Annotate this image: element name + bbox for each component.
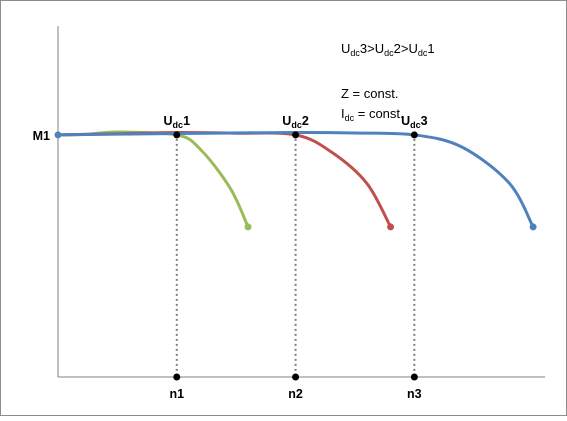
annotation-relation-part-4: 2>U	[394, 41, 418, 56]
x-tick-label-3: n3	[407, 387, 422, 401]
breakpoint-marker-2	[292, 131, 299, 138]
annotation-constant-2-part-2: = const.	[354, 106, 404, 121]
y-tick-label: M1	[33, 129, 50, 143]
axis-marker-3	[411, 374, 418, 381]
annotation-relation-part-5: dc	[418, 48, 428, 58]
annotation-constant-2-part-1: dc	[345, 113, 355, 123]
annotation-relation-part-6: 1	[427, 41, 434, 56]
breakpoint-label-2-part-0: U	[282, 114, 291, 128]
annotation-constant-1-part-0: Z = const.	[341, 86, 398, 101]
breakpoint-label-2-part-1: dc	[291, 120, 302, 130]
axis-marker-1	[173, 374, 180, 381]
series-end-point-2	[387, 223, 394, 230]
breakpoint-label-1-part-1: dc	[173, 120, 184, 130]
breakpoint-label-1-part-0: U	[164, 114, 173, 128]
axis-marker-2	[292, 374, 299, 381]
series-end-point-1	[245, 223, 252, 230]
annotation-relation-part-0: U	[341, 41, 350, 56]
breakpoint-marker-1	[173, 131, 180, 138]
breakpoint-label-3-part-1: dc	[410, 120, 421, 130]
annotation-relation-part-2: 3>U	[360, 41, 384, 56]
x-tick-label-2: n2	[288, 387, 303, 401]
annotation-relation-part-3: dc	[384, 48, 394, 58]
annotation-constant-1: Z = const.	[341, 86, 398, 101]
start-point	[55, 131, 62, 138]
breakpoint-marker-3	[411, 131, 418, 138]
series-end-point-3	[530, 223, 537, 230]
x-tick-label-1: n1	[169, 387, 184, 401]
annotation-relation-part-1: dc	[350, 48, 360, 58]
breakpoint-label-2-part-2: 2	[302, 114, 309, 128]
breakpoint-label-1-part-2: 1	[183, 114, 190, 128]
breakpoint-label-3-part-2: 3	[421, 114, 428, 128]
